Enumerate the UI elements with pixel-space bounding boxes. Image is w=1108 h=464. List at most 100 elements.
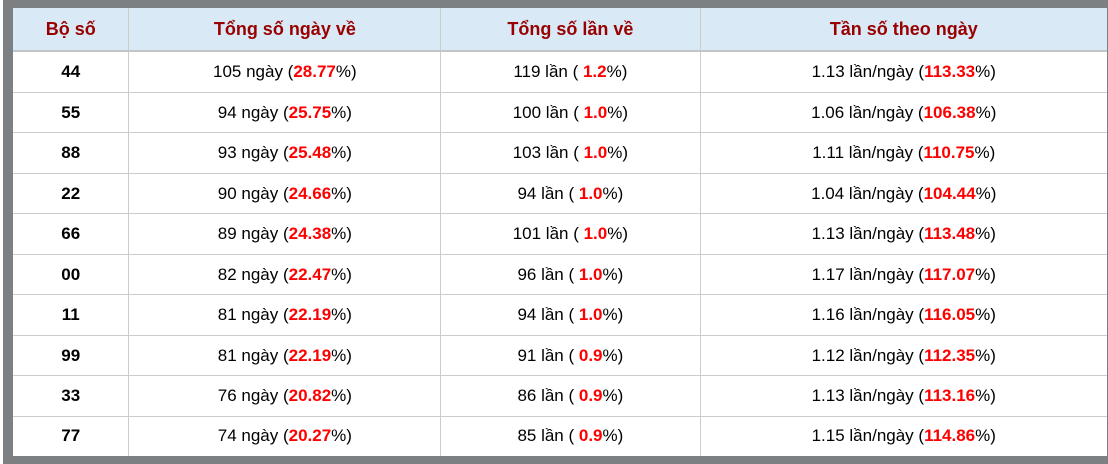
times-text: 94 lần ( [517, 183, 579, 203]
frequency-text-close: %) [975, 386, 996, 406]
times-percent: 1.0 [583, 102, 608, 122]
pair-cell: 88 [13, 132, 129, 174]
days-percent: 22.47 [288, 264, 332, 284]
pair-cell: 66 [13, 213, 129, 255]
frequency-cell: 1.16 lần/ngày (116.05%) [699, 294, 1107, 336]
frequency-text-close: %) [975, 224, 996, 244]
times-text-close: %) [606, 61, 628, 81]
days-cell: 90 ngày (24.66%) [128, 172, 441, 214]
frequency-percent: 114.86 [924, 426, 976, 446]
frequency-percent: 116.05 [924, 305, 976, 325]
times-text: 103 lần ( [512, 143, 584, 163]
times-percent: 1.0 [583, 224, 608, 244]
days-percent: 22.19 [288, 305, 332, 325]
pair-cell: 33 [13, 375, 129, 417]
days-text-close: %) [331, 426, 352, 446]
frequency-text-close: %) [974, 143, 996, 163]
frequency-percent: 113.33 [924, 61, 976, 81]
frequency-percent: 110.75 [923, 143, 975, 163]
times-percent: 1.0 [583, 143, 608, 163]
lottery-stats-table: Bộ số Tổng số ngày về Tổng số lần về Tần… [13, 8, 1107, 456]
times-cell: 100 lần ( 1.0%) [440, 91, 700, 133]
table-row: 33 76 ngày (20.82%) 86 lần ( 0.9%) 1.13 … [13, 375, 1107, 417]
times-text-close: %) [607, 224, 629, 244]
times-text-close: %) [602, 183, 624, 203]
frequency-text: 1.17 lần/ngày ( [811, 264, 925, 284]
times-text-close: %) [602, 345, 624, 365]
days-cell: 89 ngày (24.38%) [128, 213, 441, 255]
days-cell: 76 ngày (20.82%) [128, 375, 441, 417]
times-cell: 94 lần ( 1.0%) [440, 172, 700, 214]
days-percent: 25.48 [288, 143, 332, 163]
days-percent: 24.66 [288, 183, 332, 203]
days-cell: 94 ngày (25.75%) [128, 91, 441, 133]
frequency-cell: 1.13 lần/ngày (113.33%) [699, 51, 1107, 93]
days-percent: 25.75 [288, 102, 332, 122]
frequency-text-close: %) [975, 102, 997, 122]
table-row: 66 89 ngày (24.38%) 101 lần ( 1.0%) 1.13… [13, 213, 1107, 255]
times-cell: 96 lần ( 1.0%) [440, 253, 700, 295]
times-text: 101 lần ( [512, 224, 584, 244]
times-percent: 0.9 [578, 345, 603, 365]
days-percent: 28.77 [293, 61, 336, 81]
times-percent: 0.9 [578, 426, 603, 446]
column-header-frequency: Tần số theo ngày [699, 8, 1107, 52]
frequency-text-close: %) [975, 305, 996, 325]
days-cell: 105 ngày (28.77%) [128, 51, 441, 93]
table-header-row: Bộ số Tổng số ngày về Tổng số lần về Tần… [13, 8, 1107, 52]
times-cell: 101 lần ( 1.0%) [440, 213, 700, 255]
days-text-close: %) [331, 224, 352, 244]
table-row: 00 82 ngày (22.47%) 96 lần ( 1.0%) 1.17 … [13, 253, 1107, 295]
frequency-text-close: %) [975, 264, 996, 284]
frequency-cell: 1.13 lần/ngày (113.48%) [699, 213, 1107, 255]
days-percent: 24.38 [288, 224, 332, 244]
pair-cell: 99 [13, 334, 129, 376]
frequency-text-close: %) [975, 426, 996, 446]
days-text-close: %) [331, 345, 352, 365]
table-row: 22 90 ngày (24.66%) 94 lần ( 1.0%) 1.04 … [13, 172, 1107, 214]
frequency-text: 1.13 lần/ngày ( [811, 61, 925, 81]
days-cell: 81 ngày (22.19%) [128, 294, 441, 336]
pair-cell: 11 [13, 294, 129, 336]
days-text: 94 ngày ( [217, 102, 289, 122]
frequency-text: 1.15 lần/ngày ( [811, 426, 925, 446]
frequency-text: 1.11 lần/ngày ( [812, 143, 924, 163]
days-cell: 81 ngày (22.19%) [128, 334, 441, 376]
frequency-cell: 1.15 lần/ngày (114.86%) [699, 415, 1107, 456]
pair-cell: 77 [13, 415, 129, 456]
frequency-text: 1.06 lần/ngày ( [811, 102, 924, 122]
times-text-close: %) [607, 102, 629, 122]
times-percent: 1.0 [578, 305, 603, 325]
days-text: 89 ngày ( [217, 224, 289, 244]
times-cell: 103 lần ( 1.0%) [440, 132, 700, 174]
times-cell: 119 lần ( 1.2%) [440, 51, 700, 93]
days-text: 81 ngày ( [217, 345, 289, 365]
times-text-close: %) [607, 143, 629, 163]
lottery-stats-panel: Bộ số Tổng số ngày về Tổng số lần về Tần… [3, 0, 1108, 464]
days-percent: 20.27 [288, 426, 332, 446]
frequency-text-close: %) [975, 183, 997, 203]
times-cell: 85 lần ( 0.9%) [440, 415, 700, 456]
days-percent: 20.82 [288, 386, 332, 406]
frequency-text: 1.12 lần/ngày ( [811, 345, 925, 365]
frequency-text: 1.13 lần/ngày ( [811, 386, 925, 406]
days-text-close: %) [331, 102, 352, 122]
frequency-cell: 1.04 lần/ngày (104.44%) [699, 172, 1107, 214]
times-percent: 1.2 [582, 61, 607, 81]
pair-cell: 22 [13, 172, 129, 214]
frequency-cell: 1.12 lần/ngày (112.35%) [699, 334, 1107, 376]
times-cell: 86 lần ( 0.9%) [440, 375, 700, 417]
frequency-text: 1.16 lần/ngày ( [811, 305, 925, 325]
table-row: 11 81 ngày (22.19%) 94 lần ( 1.0%) 1.16 … [13, 294, 1107, 336]
times-text-close: %) [602, 386, 624, 406]
times-cell: 91 lần ( 0.9%) [440, 334, 700, 376]
frequency-percent: 112.35 [924, 345, 976, 365]
column-header-days: Tổng số ngày về [128, 8, 441, 52]
times-percent: 1.0 [578, 183, 603, 203]
frequency-text: 1.04 lần/ngày ( [811, 183, 924, 203]
days-percent: 22.19 [288, 345, 332, 365]
days-text-close: %) [331, 264, 352, 284]
days-text: 90 ngày ( [217, 183, 289, 203]
pair-cell: 55 [13, 91, 129, 133]
times-text: 96 lần ( [517, 264, 579, 284]
